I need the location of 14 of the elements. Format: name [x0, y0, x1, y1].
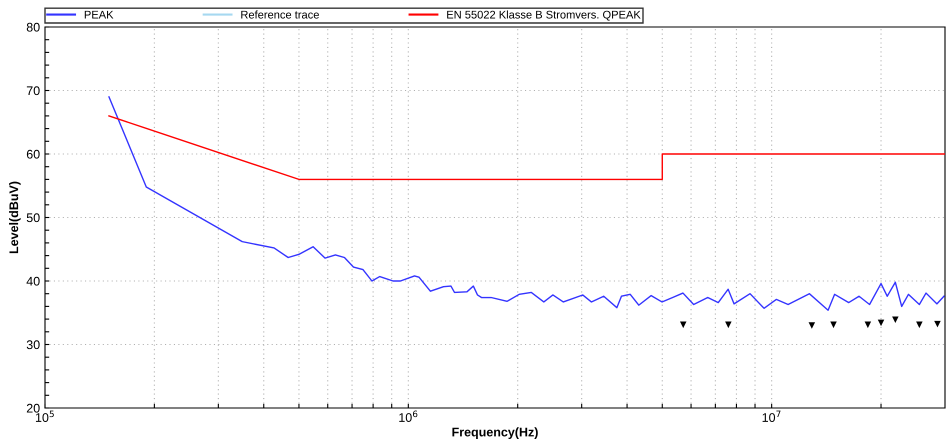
- y-tick-label: 50: [26, 213, 40, 222]
- y-tick-label: 20: [26, 404, 40, 413]
- y-tick-label: 80: [26, 22, 40, 32]
- legend-label: EN 55022 Klasse B Stromvers. QPEAK: [447, 10, 641, 21]
- x-axis-title: Frequency(Hz): [452, 427, 538, 439]
- y-axis-title: Level(dBuV): [9, 182, 21, 254]
- legend-label: Reference trace: [241, 10, 319, 19]
- y-tick-label: 70: [26, 86, 40, 96]
- x-tick-label: 10$^{7}$: [762, 410, 780, 422]
- y-tick-label: 40: [26, 276, 40, 286]
- y-tick-label: 30: [26, 340, 40, 350]
- x-tick-label: 10$^{6}$: [399, 410, 418, 422]
- y-tick-label: 60: [26, 150, 40, 159]
- legend-label: PEAK: [84, 10, 114, 18]
